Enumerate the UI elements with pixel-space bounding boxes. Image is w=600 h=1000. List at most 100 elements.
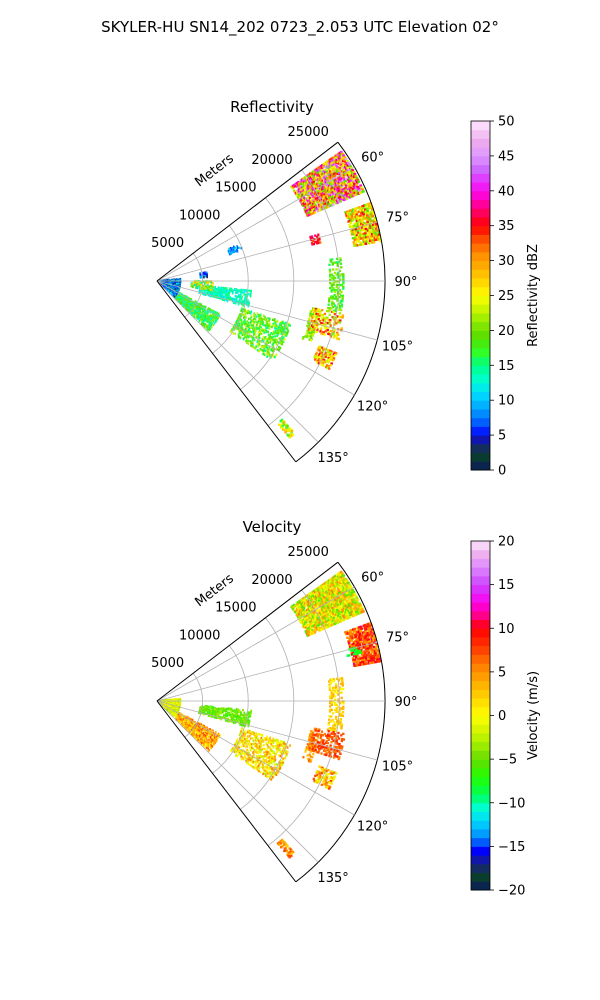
echo-cell xyxy=(363,230,367,233)
echo-cell xyxy=(280,426,283,429)
echo-cell xyxy=(224,287,226,290)
echo-cell xyxy=(321,606,324,609)
echo-cell xyxy=(329,678,332,681)
echo-cell xyxy=(337,705,340,708)
echo-cell xyxy=(300,194,303,197)
echo-cell xyxy=(293,603,296,607)
echo-cell xyxy=(253,317,255,320)
echo-cell xyxy=(352,660,356,664)
echo-cell xyxy=(309,310,312,313)
echo-cell xyxy=(331,263,334,266)
echo-cell xyxy=(193,283,196,287)
echo-cell xyxy=(330,703,334,706)
echo-cell xyxy=(341,601,345,605)
echo-cell xyxy=(367,651,370,654)
echo-cell xyxy=(272,335,274,339)
echo-cell xyxy=(210,315,212,319)
echo-cell xyxy=(337,619,340,622)
echo-cell xyxy=(332,612,335,616)
echo-cell xyxy=(345,594,348,598)
echo-cell xyxy=(328,718,331,721)
echo-cell xyxy=(339,719,342,723)
echo-cell xyxy=(351,628,355,631)
echo-cell xyxy=(283,338,286,341)
echo-cell xyxy=(334,617,338,621)
echo-cell xyxy=(325,192,328,195)
echo-cell xyxy=(361,663,364,666)
echo-cell xyxy=(218,289,221,292)
echo-cell xyxy=(327,721,330,725)
echo-cell xyxy=(247,326,250,329)
echo-cell xyxy=(320,614,324,618)
echo-cell xyxy=(316,242,319,245)
echo-cell xyxy=(327,300,331,303)
echo-cell xyxy=(335,686,338,689)
echo-cell xyxy=(193,315,196,319)
echo-cell xyxy=(377,653,381,656)
echo-cell xyxy=(355,601,359,604)
echo-cell xyxy=(265,331,268,334)
echo-cell xyxy=(236,291,239,294)
echo-cell xyxy=(311,315,314,318)
echo-cell xyxy=(347,214,350,217)
echo-cell xyxy=(370,210,373,214)
echo-cell xyxy=(360,659,364,662)
echo-cell xyxy=(318,209,321,212)
echo-cell xyxy=(339,600,342,604)
echo-cell xyxy=(356,637,360,640)
colorbar-segment xyxy=(471,443,490,454)
echo-cell xyxy=(200,287,202,290)
echo-cell xyxy=(314,745,317,748)
echo-cell xyxy=(352,640,356,644)
echo-cell xyxy=(348,639,352,643)
echo-cell xyxy=(181,302,183,305)
echo-cell xyxy=(333,594,337,597)
echo-cell xyxy=(369,648,373,652)
echo-cell xyxy=(268,324,270,328)
echo-cell xyxy=(340,580,344,584)
echo-cell xyxy=(330,157,334,160)
echo-cell xyxy=(335,746,339,749)
echo-cell xyxy=(311,632,314,635)
echo-cell xyxy=(376,656,380,659)
echo-cell xyxy=(322,776,325,779)
echo-cell xyxy=(298,602,301,605)
echo-cell xyxy=(315,183,319,186)
echo-cell xyxy=(314,746,317,750)
echo-cell xyxy=(357,641,361,644)
echo-cell xyxy=(314,603,317,607)
echo-cell xyxy=(335,308,338,311)
echo-cell xyxy=(336,299,339,302)
echo-cell xyxy=(319,735,323,738)
echo-cell xyxy=(338,176,342,179)
echo-cell xyxy=(348,184,352,188)
echo-cell xyxy=(343,192,346,195)
echo-cell xyxy=(281,326,284,329)
echo-cell xyxy=(329,705,332,708)
echo-cell xyxy=(230,289,233,293)
echo-cell xyxy=(251,342,254,345)
echo-cell xyxy=(355,611,358,614)
echo-cell xyxy=(318,621,321,624)
echo-cell xyxy=(312,176,315,180)
echo-cell xyxy=(323,180,327,183)
echo-cell xyxy=(341,159,345,163)
echo-cell xyxy=(318,165,321,169)
echo-cell xyxy=(363,658,367,661)
echo-cell xyxy=(314,623,317,627)
colorbar-segment xyxy=(471,155,490,166)
echo-cell xyxy=(328,624,332,628)
echo-cell xyxy=(302,179,305,182)
echo-cell xyxy=(281,427,284,430)
echo-cell xyxy=(349,602,352,605)
echo-cell xyxy=(376,229,380,232)
colorbar-segment xyxy=(471,138,490,148)
echo-cell xyxy=(301,613,304,617)
echo-cell xyxy=(339,178,343,181)
echo-cell xyxy=(345,592,349,595)
echo-cell xyxy=(321,192,324,195)
echo-cell xyxy=(378,237,382,241)
echo-cell xyxy=(313,612,317,615)
echo-cell xyxy=(237,333,240,336)
echo-cell xyxy=(332,192,335,196)
